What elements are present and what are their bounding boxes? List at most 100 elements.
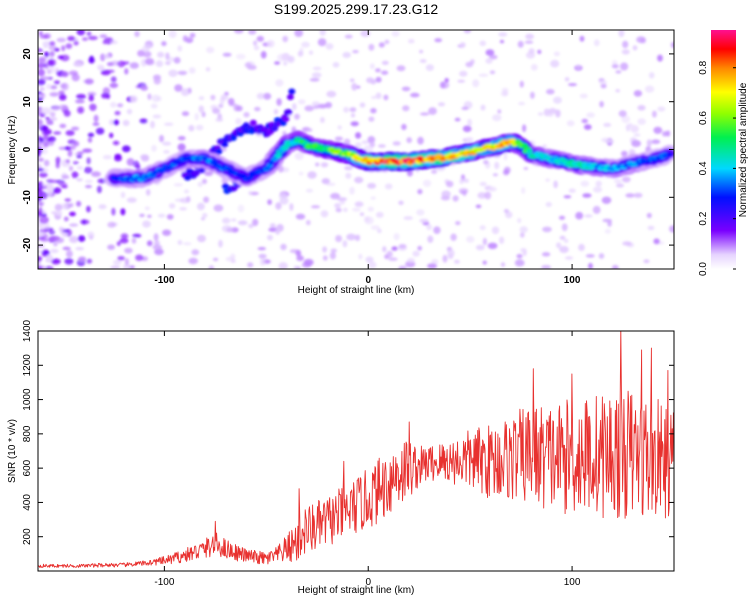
noise-blob <box>252 218 259 227</box>
noise-blob <box>349 107 357 113</box>
noise-blob <box>541 265 551 269</box>
noise-blob <box>126 108 133 115</box>
noise-blob <box>38 48 44 53</box>
noise-blob <box>43 141 50 148</box>
noise-blob <box>648 72 655 79</box>
noise-blob <box>38 256 43 262</box>
noise-blob <box>86 157 91 165</box>
noise-blob <box>198 105 205 113</box>
noise-blob <box>332 62 340 68</box>
noise-blob <box>88 57 95 64</box>
y-tick-label: 1000 <box>22 388 33 411</box>
noise-blob <box>553 180 558 189</box>
noise-blob <box>359 212 365 216</box>
noise-blob <box>637 118 646 125</box>
noise-blob <box>132 160 140 168</box>
noise-blob <box>139 213 145 218</box>
noise-blob <box>321 178 330 185</box>
noise-blob <box>38 68 45 77</box>
noise-blob <box>81 219 87 225</box>
noise-blob <box>294 30 304 37</box>
noise-blob <box>104 53 111 59</box>
noise-blob <box>484 191 492 200</box>
noise-blob <box>180 88 190 97</box>
noise-blob <box>601 196 612 204</box>
noise-blob <box>130 95 138 103</box>
x-tick-label: -100 <box>154 577 174 588</box>
colorbar-ticks: 0.0 0.2 0.4 0.6 0.8 <box>698 60 736 276</box>
noise-blob <box>497 109 502 114</box>
noise-blob <box>621 176 631 183</box>
noise-blob <box>359 102 366 108</box>
noise-blob <box>151 144 157 152</box>
noise-blob <box>101 92 108 99</box>
noise-blob <box>50 248 59 254</box>
noise-blob <box>325 43 334 50</box>
noise-blob <box>155 60 164 68</box>
noise-blob <box>303 258 314 266</box>
colorbar-tick-label: 0.4 <box>698 161 709 175</box>
noise-blob <box>315 162 320 167</box>
noise-blob <box>51 258 61 265</box>
noise-blob <box>369 142 376 148</box>
noise-blob <box>618 30 625 38</box>
noise-blob <box>523 167 529 170</box>
snr-panel: -100 0 100 200 400 600 800 1000 1200 1400 Height… <box>7 319 675 596</box>
noise-blob <box>488 186 497 192</box>
noise-blob <box>517 217 522 224</box>
noise-blob <box>637 105 646 111</box>
noise-blob <box>173 183 183 187</box>
noise-blob <box>63 110 71 117</box>
noise-blob <box>489 54 498 60</box>
noise-blob <box>179 207 188 211</box>
noise-blob <box>317 103 328 109</box>
noise-blob <box>69 236 79 243</box>
noise-blob <box>320 117 325 123</box>
noise-blob <box>360 30 371 37</box>
noise-blob <box>304 105 315 112</box>
noise-blob <box>58 90 65 96</box>
noise-blob <box>322 246 327 253</box>
noise-blob <box>402 105 410 112</box>
noise-blob <box>78 256 87 262</box>
noise-blob <box>38 107 43 115</box>
noise-blob <box>248 223 254 229</box>
noise-blob <box>73 61 83 67</box>
noise-blob <box>237 204 245 213</box>
noise-blob <box>355 132 362 139</box>
noise-blob <box>289 203 294 211</box>
noise-blob <box>406 169 413 177</box>
noise-blob <box>258 253 267 259</box>
noise-blob <box>391 246 398 251</box>
noise-blob <box>73 140 80 147</box>
noise-blob <box>381 60 389 65</box>
noise-blob <box>368 261 377 269</box>
noise-blob <box>433 226 441 234</box>
noise-blob <box>93 114 99 123</box>
noise-blob <box>87 231 95 239</box>
noise-blob <box>503 209 509 213</box>
noise-blob <box>45 116 50 120</box>
noise-blob <box>519 80 524 88</box>
noise-blob <box>38 172 48 178</box>
noise-blob <box>41 107 52 115</box>
noise-blob <box>489 70 496 75</box>
noise-blob <box>53 80 61 85</box>
noise-blob <box>518 101 526 106</box>
noise-blob <box>230 253 236 260</box>
branch-blob <box>261 126 269 133</box>
noise-blob <box>55 156 61 165</box>
noise-blob <box>152 114 162 119</box>
noise-blob <box>298 99 306 105</box>
noise-blob <box>97 66 105 71</box>
noise-blob <box>82 148 93 153</box>
noise-blob <box>370 79 377 85</box>
noise-blob <box>463 178 469 183</box>
noise-blob <box>144 58 155 65</box>
noise-blob <box>307 171 317 179</box>
noise-blob <box>625 193 635 198</box>
noise-blob <box>97 178 107 184</box>
noise-blob <box>59 123 67 129</box>
noise-blob <box>494 161 500 170</box>
noise-blob <box>293 265 299 269</box>
